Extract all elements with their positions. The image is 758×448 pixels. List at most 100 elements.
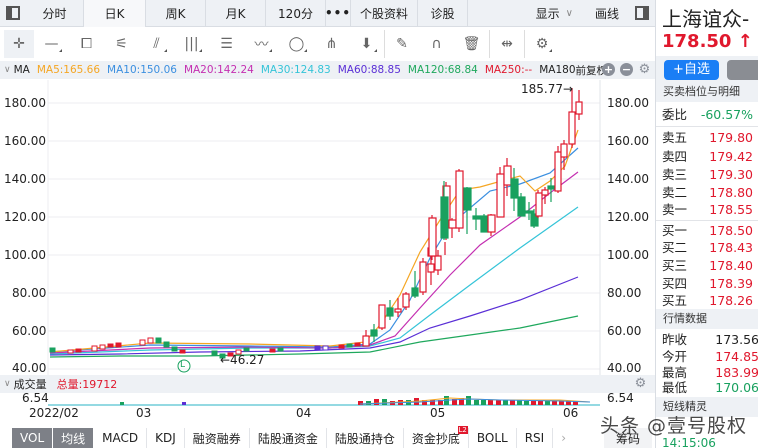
add-to-watchlist-button[interactable]: +自选 — [664, 60, 719, 80]
low-marker-label: L — [180, 360, 186, 370]
indicator-tab-boll[interactable]: BOLL — [469, 428, 517, 448]
settings-icon: ⚙ — [535, 36, 549, 52]
indicator-tab-northbound-holding[interactable]: 陆股通持仓 — [327, 428, 404, 448]
high-price-annotation: 185.77→ — [521, 82, 574, 96]
volume-scale-right: 6.54 — [607, 391, 634, 405]
ask-price: 179.30 — [709, 167, 753, 182]
volume-chart[interactable]: 6.54 6.54 — [0, 391, 655, 407]
ma-settings-gear-icon[interactable]: ⚙ — [638, 62, 651, 77]
ma5-value: MA5:165.66 — [36, 64, 101, 76]
quote-row-prev-close: 昨收 173.56 — [656, 330, 758, 349]
volume-header-row: ∨ 成交量 总量:19712 ⚙ — [0, 375, 655, 393]
indicator-scroll-right-icon[interactable]: › — [561, 431, 567, 445]
remove-indicator-icon[interactable]: − — [620, 63, 633, 76]
crosshair-tool[interactable]: ✛ — [4, 30, 34, 58]
secondary-action-button[interactable] — [727, 60, 758, 80]
quote-value: 173.56 — [715, 332, 758, 347]
ask-row-5: 卖五 179.80 — [656, 128, 758, 147]
rectangle-tool[interactable]: ⧠ — [69, 30, 104, 58]
x-label-05: 05 — [430, 406, 446, 420]
panel-right-icon — [635, 6, 649, 20]
ellipse-tool[interactable]: ◯ — [279, 30, 314, 58]
ask-label: 卖五 — [662, 130, 688, 145]
ma20-value: MA20:142.24 — [183, 64, 254, 76]
tab-monthly-k[interactable]: 月K — [206, 0, 266, 27]
y-axis-left-40: 40.00 — [12, 361, 47, 375]
order-ratio-label: 委比 — [662, 107, 688, 122]
eraser-tool[interactable]: ✎ — [384, 30, 419, 58]
add-indicator-icon[interactable]: + — [602, 63, 615, 76]
y-axis-right-60: 60.00 — [607, 324, 642, 338]
channel-tool[interactable]: ⫽ — [139, 30, 174, 58]
chip-distribution-button[interactable]: 筹码 — [603, 428, 652, 448]
volume-total: 总量:19712 — [56, 378, 118, 391]
price-adjust-mode[interactable]: 前复权 — [575, 64, 608, 77]
ma120-value: MA120:68.84 — [407, 64, 478, 76]
indicator-tab-vol[interactable]: VOL — [12, 428, 54, 448]
tab-120min[interactable]: 120分 — [266, 0, 326, 27]
indicator-tab-rsi[interactable]: RSI — [517, 428, 554, 448]
text-tool[interactable]: ☰ — [209, 30, 244, 58]
vertical-lines-tool[interactable]: ||| — [174, 30, 209, 58]
volume-settings-gear-icon[interactable]: ⚙ — [634, 376, 647, 391]
divider — [656, 220, 758, 221]
marker-tool[interactable]: ⬇ — [349, 30, 384, 58]
toggle-right-panel-button[interactable] — [629, 0, 655, 27]
volume-label[interactable]: 成交量 — [13, 378, 47, 391]
quote-label: 今开 — [662, 349, 688, 364]
fork-icon: ⋔ — [325, 36, 338, 52]
y-axis-left-160: 160.00 — [4, 134, 46, 148]
ma-label[interactable]: MA — [13, 64, 30, 76]
indicator-tab-northbound-flow[interactable]: 陆股通资金 — [250, 428, 327, 448]
delete-drawings-button[interactable]: 🗑 — [454, 30, 489, 58]
y-axis-right-180: 180.00 — [607, 96, 649, 110]
x-label-2022-02: 2022/02 — [29, 406, 79, 420]
fork-tool[interactable]: ⋔ — [314, 30, 349, 58]
quote-label: 昨收 — [662, 332, 688, 347]
panel-left-icon — [6, 6, 20, 20]
bid-row-4: 买四 178.39 — [656, 274, 758, 293]
volume-canvas — [48, 396, 600, 406]
chart-settings-button[interactable]: ⚙ — [524, 30, 559, 58]
x-label-04: 04 — [296, 406, 312, 420]
tab-more[interactable]: ••• — [325, 0, 351, 27]
y-axis-right-120: 120.00 — [607, 210, 649, 224]
magnet-tool[interactable]: ∩ — [419, 30, 454, 58]
tab-intraday[interactable]: 分时 — [26, 0, 84, 27]
line-tool[interactable]: — — [34, 30, 69, 58]
collapse-chevron-icon[interactable]: ∨ — [4, 379, 11, 389]
bid-price: 178.39 — [709, 276, 753, 291]
ma30-value: MA30:124.83 — [260, 64, 331, 76]
candlestick-chart[interactable]: 180.00 160.00 140.00 120.00 100.00 80.00… — [0, 80, 655, 376]
indicator-tab-macd[interactable]: MACD — [94, 428, 148, 448]
tab-stock-profile[interactable]: 个股资料 — [351, 0, 418, 27]
indicator-tab-margin[interactable]: 融资融券 — [185, 428, 250, 448]
fan-tool[interactable]: ⚟ — [104, 30, 139, 58]
candlestick-canvas — [47, 80, 601, 376]
trash-icon: 🗑 — [462, 36, 481, 52]
x-label-06: 06 — [563, 406, 579, 420]
line-icon: — — [44, 36, 59, 52]
stock-name: 上海谊众- — [662, 7, 750, 31]
low-price-annotation: ←46.27 — [220, 353, 265, 367]
tab-weekly-k[interactable]: 周K — [146, 0, 206, 27]
order-ratio-value: -60.57% — [700, 107, 753, 122]
toggle-left-panel-button[interactable] — [0, 0, 26, 27]
ask-row-4: 卖四 179.42 — [656, 147, 758, 166]
wave-icon: 〰 — [254, 37, 269, 53]
tab-diagnosis[interactable]: 诊股 — [418, 0, 468, 27]
indicator-tab-bottom-fishing[interactable]: 资金抄底 L2 — [404, 426, 469, 448]
display-dropdown[interactable]: 显示 ∨ — [524, 5, 585, 22]
display-label: 显示 — [535, 6, 560, 21]
indicator-tab-ma[interactable]: 均线 — [53, 428, 95, 448]
text-icon: ☰ — [220, 36, 233, 52]
quote-data-section-title: 行情数据 — [656, 309, 758, 329]
collapse-chevron-icon[interactable]: ∨ — [4, 65, 11, 75]
zoom-width-button[interactable]: ⇹ — [489, 30, 524, 58]
tab-daily-k[interactable]: 日K — [84, 0, 146, 27]
wave-tool[interactable]: 〰 — [244, 30, 279, 58]
ask-label: 卖二 — [662, 185, 688, 200]
y-axis-left-120: 120.00 — [4, 210, 46, 224]
draw-lines-button[interactable]: 画线 — [594, 6, 619, 21]
indicator-tab-kdj[interactable]: KDJ — [147, 428, 185, 448]
